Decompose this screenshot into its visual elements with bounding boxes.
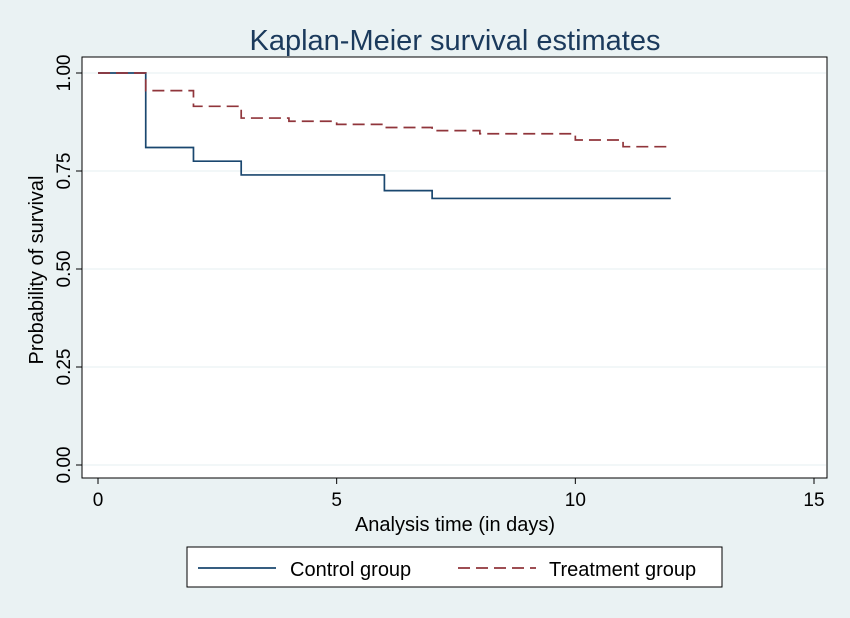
y-axis-label: Probability of survival [26,176,48,365]
plot-area [81,56,828,479]
y-tick-label: 0.25 [54,349,75,386]
x-tick-label: 15 [803,490,824,511]
series-lines [98,72,671,200]
y-tick-label: 0.00 [54,447,75,484]
x-tick-label: 10 [565,490,586,511]
y-tick-label: 0.75 [54,153,75,190]
legend-label: Control group [290,559,411,581]
x-tick-label: 0 [93,490,104,511]
x-axis: 0 5 10 15 [93,478,825,511]
legend-box [186,546,723,588]
x-tick-label: 5 [331,490,342,511]
y-tick-label: 1.00 [54,55,75,92]
gridlines [83,72,826,466]
x-axis-label: Analysis time (in days) [355,514,555,536]
series-line-control [98,72,671,200]
legend: Control group Treatment group [198,559,696,581]
series-line-treatment [98,72,671,148]
legend-label: Treatment group [549,559,696,581]
y-tick-label: 0.50 [54,251,75,288]
chart-title: Kaplan-Meier survival estimates [250,25,661,57]
y-axis: 0.00 0.25 0.50 0.75 1.00 [54,55,82,484]
